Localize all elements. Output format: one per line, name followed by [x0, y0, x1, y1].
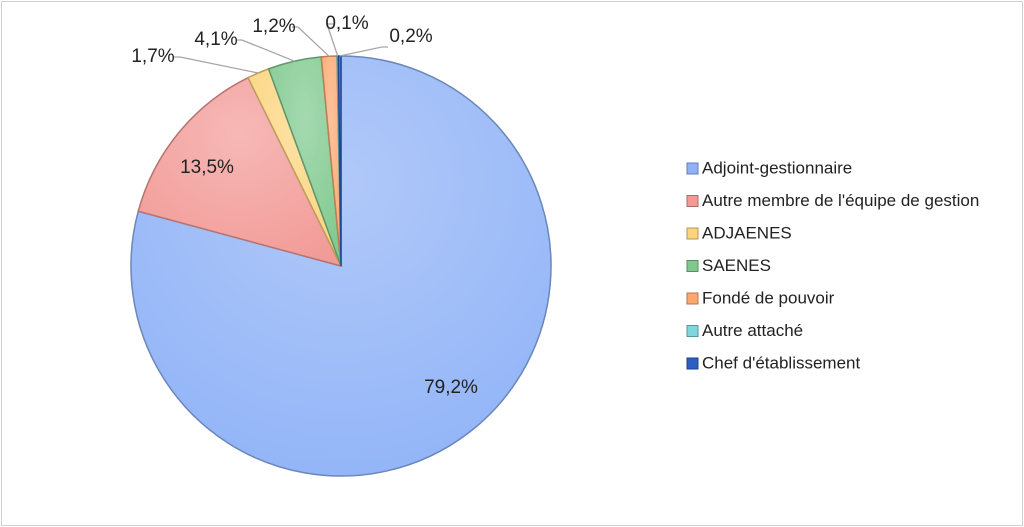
legend: Adjoint-gestionnaire Autre membre de l'éq… [686, 158, 979, 372]
label-saenes: 4,1% [194, 29, 237, 50]
legend-swatch-autre-membre-de-l-equipe-de-gestion [686, 195, 699, 207]
pie-slices [130, 55, 552, 477]
legend-swatch-adjoint-gestionnaire [686, 162, 699, 175]
label-autre-membre-de-l-equipe-de-gestion: 13,5% [180, 157, 234, 178]
label-autre-attache: 0,1% [325, 13, 368, 34]
legend-label-saenes: SAENES [702, 256, 771, 275]
label-adjoint-gestionnaire: 79,2% [424, 377, 478, 398]
label-adjaenes: 1,7% [131, 46, 174, 67]
legend-swatch-saenes [686, 260, 699, 272]
legend-label-chef-d-etablissement: Chef d'établissement [702, 353, 860, 372]
label-fonde-de-pouvoir: 1,2% [252, 16, 295, 37]
legend-label-adjoint-gestionnaire: Adjoint-gestionnaire [702, 158, 852, 177]
legend-swatch-chef-d-etablissement [686, 357, 699, 370]
slice-autre-membre-de-l-equipe-de-gestion [137, 76, 343, 268]
legend-swatch-adjaenes [686, 227, 699, 240]
leader-line-autre-attache [326, 23, 339, 57]
leader-lines [174, 23, 388, 74]
legend-swatch-fonde-de-pouvoir [686, 292, 699, 305]
leader-line-fonde-de-pouvoir [292, 26, 330, 57]
slice-labels: 79,2% 13,5% 1,7% 4,1% 1,2% 0,1% 0,2% [131, 13, 478, 398]
legend-swatch-autre-attache [686, 325, 699, 337]
legend-label-adjaenes: ADJAENES [702, 223, 792, 242]
legend-label-fonde-de-pouvoir: Fondé de pouvoir [702, 288, 835, 307]
label-chef-d-etablissement: 0,2% [389, 26, 432, 47]
leader-line-chef-d-etablissement [339, 46, 388, 57]
legend-label-autre-membre-de-l-equipe-de-gestion: Autre membre de l'équipe de gestion [702, 191, 979, 210]
leader-line-saenes [236, 39, 295, 62]
legend-label-autre-attache: Autre attaché [702, 321, 803, 340]
leader-line-adjaenes [174, 56, 259, 74]
